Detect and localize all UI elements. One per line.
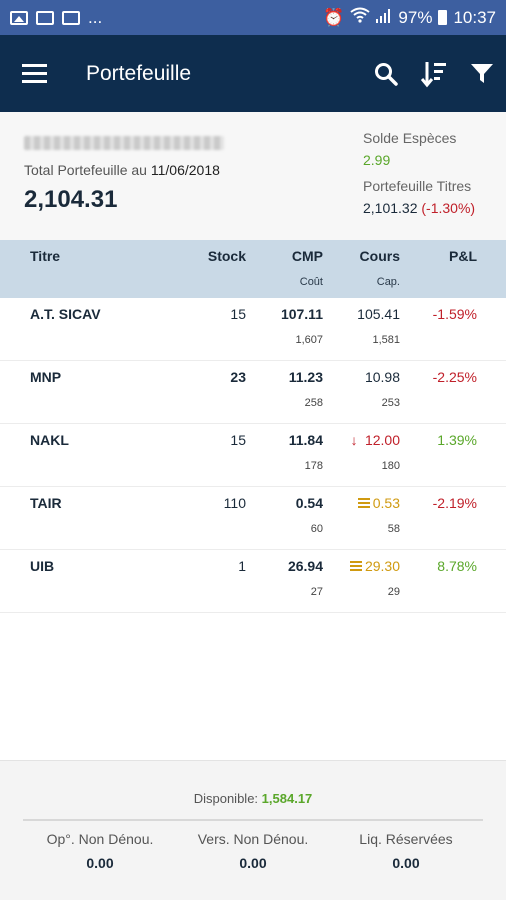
row-cap: 29: [387, 586, 400, 598]
securities-label: Portefeuille Titres: [363, 178, 472, 194]
row-pl: -1.59%: [432, 306, 477, 322]
mail-icon: [62, 10, 80, 25]
table-row[interactable]: A.T. SICAV 15 107.11 1,607 105.41 1,581 …: [0, 298, 506, 361]
status-bar: ... ⏰ 97% 10:37: [0, 0, 506, 35]
row-cout: 1,607: [295, 334, 323, 346]
row-stock: 15: [230, 432, 246, 448]
table-header: Titre Stock CMP Coût Cours Cap. P&L: [0, 240, 506, 298]
available-balance: Disponible: 1,584.17: [193, 791, 313, 806]
row-titre: UIB: [30, 558, 55, 574]
signal-icon: [376, 8, 392, 28]
row-stock: 23: [230, 369, 246, 385]
column-cmp[interactable]: CMP: [291, 248, 323, 264]
row-cours: ↓ 12.00: [320, 432, 400, 448]
reserved-cash: Liq. Réservées 0.00: [359, 831, 453, 871]
row-pl: 8.78%: [437, 558, 477, 574]
row-cap: 1,581: [372, 334, 400, 346]
row-cout: 258: [304, 397, 323, 409]
securities-value-line: 2,101.32 (-1.30%): [363, 200, 503, 216]
row-stock: 15: [230, 306, 246, 322]
row-cours: 0.53: [320, 495, 400, 511]
column-titre[interactable]: Titre: [30, 248, 61, 264]
row-cours: 29.30: [320, 558, 400, 574]
table-row[interactable]: TAIR 110 0.54 60 0.53 58 -2.19%: [0, 487, 506, 550]
row-cap: 58: [387, 523, 400, 535]
wifi-icon: [350, 7, 371, 28]
divider: [23, 819, 483, 821]
cash-label: Solde Espèces: [363, 130, 457, 146]
sort-icon[interactable]: [410, 50, 458, 98]
total-label: Total Portefeuille au 11/06/2018: [24, 162, 220, 178]
search-icon[interactable]: [362, 50, 410, 98]
row-cmp: 0.54: [295, 495, 323, 511]
row-titre: A.T. SICAV: [30, 306, 101, 322]
alarm-icon: ⏰: [323, 7, 345, 27]
row-cmp: 107.11: [280, 306, 323, 322]
row-cap: 253: [381, 397, 400, 409]
pending-operations: Op°. Non Dénou. 0.00: [46, 831, 154, 871]
holdings-list: A.T. SICAV 15 107.11 1,607 105.41 1,581 …: [0, 298, 506, 613]
column-cap: Cap.: [376, 276, 400, 288]
total-value: 2,104.31: [24, 186, 118, 213]
securities-change: (-1.30%): [421, 200, 476, 216]
row-cout: 27: [310, 586, 323, 598]
row-titre: NAKL: [30, 432, 69, 448]
row-cap: 180: [381, 460, 400, 472]
battery-percent: 97%: [398, 7, 433, 27]
table-row[interactable]: UIB 1 26.94 27 29.30 29 8.78%: [0, 550, 506, 613]
equals-icon: [357, 498, 370, 509]
row-titre: TAIR: [30, 495, 62, 511]
menu-icon[interactable]: [0, 35, 68, 112]
footer-summary: Disponible: 1,584.17 Op°. Non Dénou. 0.0…: [0, 760, 506, 900]
row-pl: 1.39%: [437, 432, 477, 448]
image-icon: [10, 10, 28, 25]
table-row[interactable]: NAKL 15 11.84 178 ↓ 12.00 180 1.39%: [0, 424, 506, 487]
row-titre: MNP: [30, 369, 62, 385]
row-cours: 10.98: [364, 369, 400, 385]
securities-value: 2,101.32: [363, 200, 418, 216]
row-stock: 110: [223, 495, 246, 511]
table-row[interactable]: MNP 23 11.23 258 10.98 253 -2.25%: [0, 361, 506, 424]
clock: 10:37: [453, 7, 496, 27]
more-notifications: ...: [88, 7, 103, 27]
column-stock[interactable]: Stock: [207, 248, 246, 264]
redacted-account-name: [24, 136, 224, 150]
row-cout: 178: [304, 460, 323, 472]
cash-value: 2.99: [363, 152, 391, 168]
row-pl: -2.19%: [432, 495, 477, 511]
summary-details: Solde Espèces 2.99 Portefeuille Titres 2…: [363, 130, 503, 226]
row-cmp: 11.84: [288, 432, 323, 448]
row-cmp: 11.23: [288, 369, 323, 385]
row-cmp: 26.94: [287, 558, 323, 574]
pending-payments: Vers. Non Dénou. 0.00: [197, 831, 309, 871]
arrow-down-icon: ↓: [350, 432, 358, 448]
row-cout: 60: [310, 523, 323, 535]
column-cout: Coût: [299, 276, 323, 288]
portfolio-summary: Total Portefeuille au 11/06/2018 2,104.3…: [0, 112, 506, 240]
equals-icon: [349, 561, 362, 572]
mail-icon: [36, 10, 54, 25]
app-bar: Portefeuille: [0, 35, 506, 112]
column-pl[interactable]: P&L: [449, 248, 477, 264]
page-title: Portefeuille: [86, 61, 192, 85]
column-cours[interactable]: Cours: [359, 248, 400, 264]
filter-icon[interactable]: [458, 50, 506, 98]
row-stock: 1: [238, 558, 246, 574]
battery-icon: [438, 10, 448, 25]
row-pl: -2.25%: [432, 369, 477, 385]
row-cours: 105.41: [357, 306, 400, 322]
